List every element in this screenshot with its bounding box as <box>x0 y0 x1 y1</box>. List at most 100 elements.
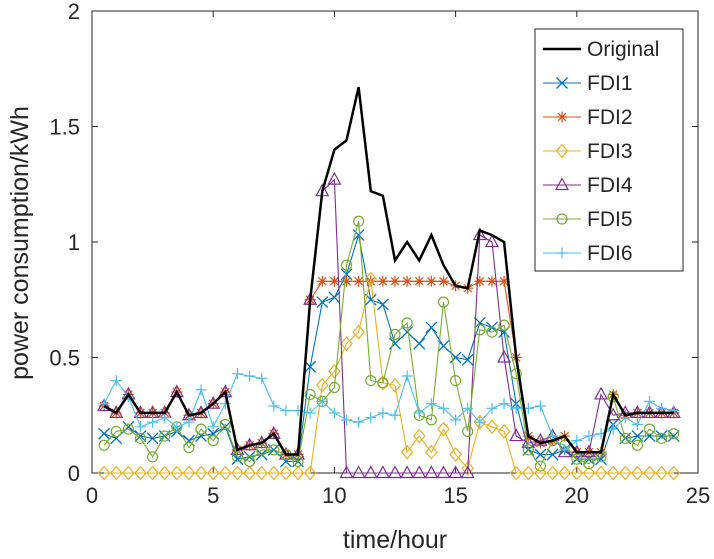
data-point-fdi1 <box>352 229 365 242</box>
data-point-fdi5 <box>583 458 595 470</box>
data-point-fdi3 <box>194 465 208 481</box>
series-fdi3 <box>97 271 681 481</box>
data-point-fdi2 <box>474 275 486 287</box>
data-point-fdi6 <box>559 444 571 456</box>
data-point-fdi5 <box>450 375 462 387</box>
series-fdi6 <box>98 368 680 456</box>
data-point-fdi4 <box>206 395 221 409</box>
data-point-fdi3 <box>449 447 462 462</box>
data-point-fdi2 <box>328 275 340 287</box>
data-point-fdi5 <box>571 453 583 465</box>
legend-box <box>534 28 684 272</box>
data-point-fdi4 <box>266 425 281 439</box>
data-point-fdi1 <box>401 326 414 339</box>
legend-label-fdi3: FDI3 <box>587 140 633 163</box>
data-point-fdi1 <box>304 360 317 373</box>
data-point-fdi5 <box>474 324 486 336</box>
data-point-fdi6 <box>413 407 425 419</box>
data-point-fdi3 <box>134 465 147 481</box>
y-tick-label: 1.5 <box>49 115 80 140</box>
data-point-fdi5 <box>462 425 474 438</box>
x-tick-label: 10 <box>322 483 346 508</box>
data-point-fdi4 <box>533 432 548 446</box>
data-point-fdi1 <box>146 432 159 445</box>
data-point-fdi6 <box>244 370 256 382</box>
data-point-fdi2 <box>425 275 437 287</box>
data-point-fdi3 <box>570 465 584 481</box>
data-point-fdi3 <box>618 465 632 481</box>
data-point-fdi6 <box>571 435 583 447</box>
data-point-fdi3 <box>497 423 511 439</box>
data-point-fdi5 <box>159 430 171 442</box>
y-axis-label: power consumption/kWh <box>6 106 34 380</box>
data-point-fdi4 <box>424 465 439 479</box>
data-point-fdi1 <box>461 353 474 366</box>
series-original <box>103 86 674 456</box>
data-point-fdi6 <box>207 421 219 433</box>
legend-label-fdi6: FDI6 <box>587 242 633 265</box>
data-point-fdi4 <box>97 398 112 412</box>
data-point-fdi5 <box>207 435 219 447</box>
legend-label-fdi2: FDI2 <box>587 106 633 129</box>
data-point-fdi5 <box>631 439 644 451</box>
series-line-fdi6 <box>103 373 674 451</box>
data-point-fdi6 <box>534 400 546 412</box>
data-point-fdi5 <box>147 451 159 463</box>
data-point-fdi3 <box>473 414 487 430</box>
data-point-fdi6 <box>583 430 595 442</box>
data-point-fdi4 <box>448 465 463 479</box>
data-point-fdi3 <box>509 465 523 481</box>
series-line-fdi3 <box>104 278 674 474</box>
x-tick-label: 15 <box>443 483 467 508</box>
data-point-fdi3 <box>340 336 353 352</box>
data-point-fdi3 <box>461 460 475 476</box>
data-point-fdi3 <box>267 465 281 481</box>
x-tick-label: 25 <box>686 483 710 508</box>
data-point-fdi5 <box>219 418 231 431</box>
data-point-fdi2 <box>486 275 498 287</box>
data-point-fdi5 <box>643 423 656 435</box>
data-point-fdi4 <box>339 465 354 479</box>
data-point-fdi5 <box>437 296 450 308</box>
data-point-fdi3 <box>376 375 390 391</box>
data-point-fdi6 <box>450 414 462 426</box>
data-point-fdi4 <box>400 465 415 479</box>
data-point-fdi4 <box>387 465 403 479</box>
data-point-fdi5 <box>353 215 365 227</box>
series-line-fdi5 <box>103 221 674 468</box>
data-point-fdi3 <box>643 465 656 481</box>
data-point-fdi3 <box>279 465 293 481</box>
data-point-fdi6 <box>401 370 413 382</box>
y-tick-label: 1 <box>68 230 80 255</box>
x-tick-label: 5 <box>207 483 219 508</box>
data-point-fdi3 <box>631 465 644 481</box>
data-point-fdi3 <box>315 377 329 393</box>
data-point-fdi6 <box>147 416 159 428</box>
data-point-fdi1 <box>328 291 341 304</box>
data-point-fdi6 <box>510 402 522 414</box>
y-tick-label: 0.5 <box>49 346 80 371</box>
data-point-fdi6 <box>268 400 280 412</box>
data-point-fdi3 <box>97 465 111 481</box>
data-point-fdi6 <box>389 409 401 421</box>
y-tick-label: 2 <box>68 0 80 24</box>
data-point-fdi5 <box>510 368 522 380</box>
data-point-fdi1 <box>655 430 668 442</box>
data-point-fdi5 <box>256 444 268 456</box>
data-point-fdi3 <box>158 465 172 481</box>
data-point-fdi3 <box>437 421 450 437</box>
data-point-fdi6 <box>231 368 243 380</box>
legend-label-fdi1: FDI1 <box>587 72 633 95</box>
data-point-fdi6 <box>183 416 195 428</box>
data-point-fdi2 <box>401 275 413 287</box>
data-point-fdi5 <box>304 388 316 401</box>
data-point-fdi5 <box>498 319 510 331</box>
data-point-fdi6 <box>256 372 268 384</box>
data-point-fdi5 <box>231 451 244 463</box>
data-point-fdi6 <box>486 402 498 414</box>
x-tick-label: 20 <box>565 483 589 508</box>
legend-label-fdi4: FDI4 <box>587 174 633 197</box>
data-point-fdi1 <box>219 420 232 433</box>
data-point-fdi6 <box>328 407 340 419</box>
